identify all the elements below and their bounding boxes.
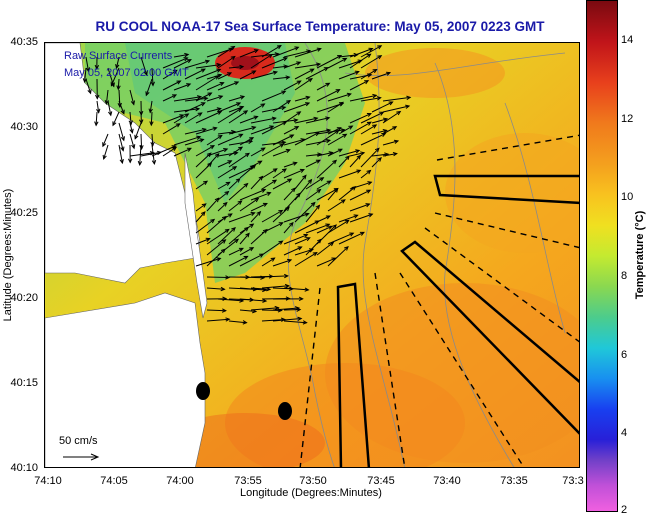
x-tick: 73:40 [433, 475, 461, 487]
colorbar-tick: 14 [621, 34, 633, 46]
current-vector [207, 277, 229, 278]
colorbar-tick: 6 [621, 349, 627, 361]
hot-spot [231, 56, 259, 70]
sst-map: Raw Surface Currents May 05, 2007 02:00 … [44, 42, 580, 468]
map-svg [45, 43, 580, 468]
colorbar-tick: 12 [621, 113, 633, 125]
station-marker [278, 402, 292, 420]
x-tick: 73:55 [234, 475, 262, 487]
y-axis-label-wrap: Latitude (Degrees:Minutes) [0, 0, 16, 515]
station-marker [196, 382, 210, 400]
legend-line1: Raw Surface Currents [64, 50, 172, 62]
colorbar [586, 0, 618, 512]
current-vector [262, 310, 282, 311]
current-vector [284, 310, 300, 311]
x-tick: 73:35 [500, 475, 528, 487]
legend-line2: May 05, 2007 02:00 GMT [64, 67, 189, 79]
chart-title: RU COOL NOAA-17 Sea Surface Temperature:… [60, 19, 580, 34]
warm-patch [365, 48, 505, 98]
scale-arrow-label: 50 cm/s [59, 435, 98, 447]
x-tick: 74:05 [100, 475, 128, 487]
colorbar-tick: 8 [621, 270, 627, 282]
x-tick: 74:10 [34, 475, 62, 487]
x-tick: 74:00 [166, 475, 194, 487]
x-axis-label: Longitude (Degrees:Minutes) [240, 487, 382, 499]
x-tick: 73:50 [299, 475, 327, 487]
current-vector [207, 310, 226, 311]
y-axis-label: Latitude (Degrees:Minutes) [2, 189, 14, 322]
colorbar-tick: 4 [621, 427, 627, 439]
colorbar-label: Temperature (°C) [634, 211, 646, 300]
colorbar-tick: 2 [621, 504, 627, 516]
colorbar-tick: 10 [621, 191, 633, 203]
x-tick: 73:3 [562, 475, 583, 487]
x-tick: 73:45 [367, 475, 395, 487]
